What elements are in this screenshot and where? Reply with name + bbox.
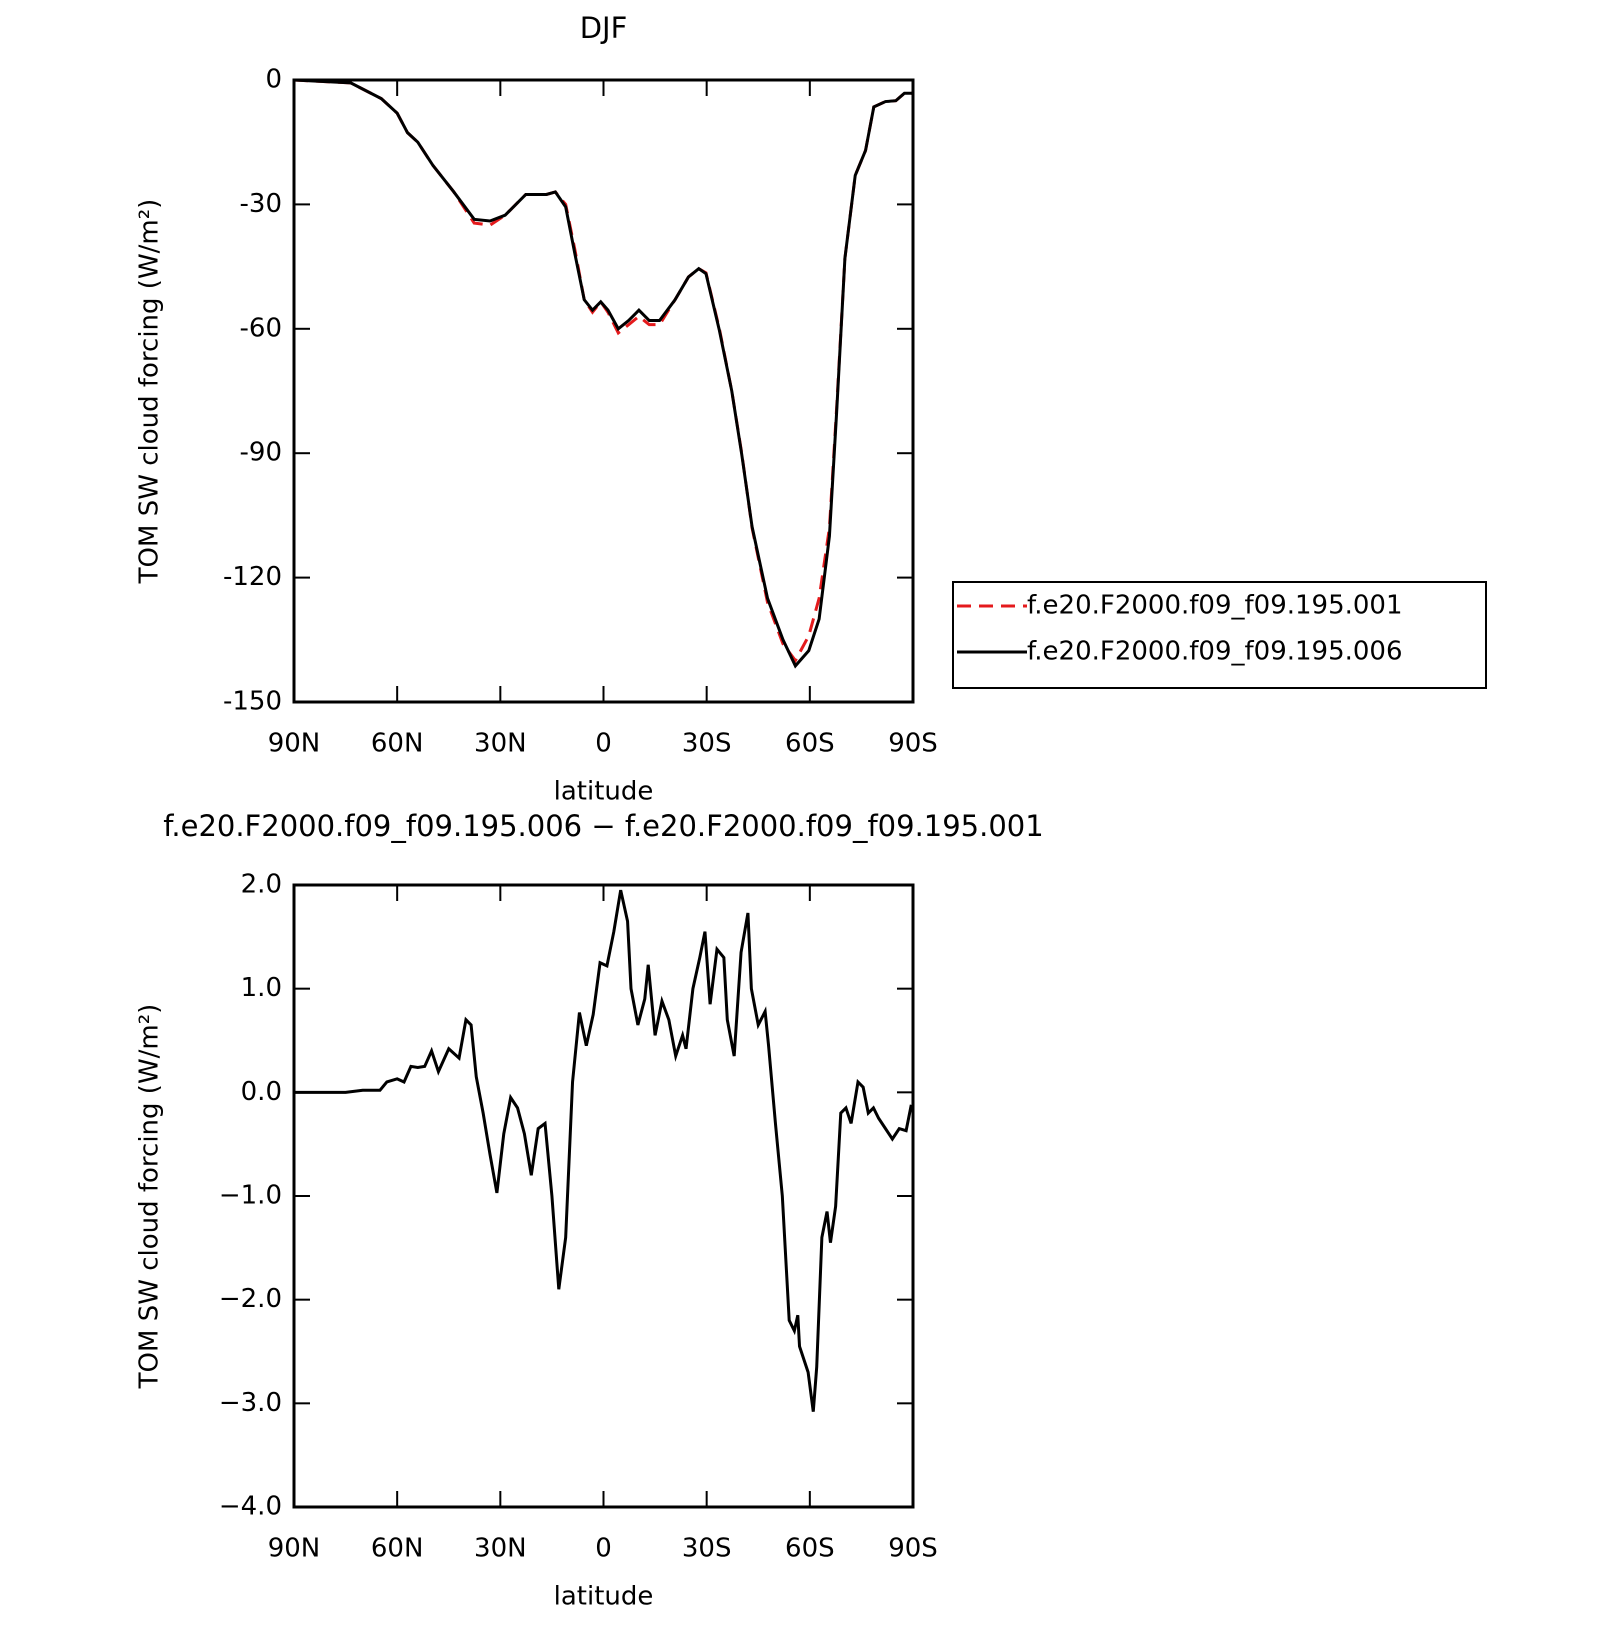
y-tick-label: −1.0 [219, 1181, 282, 1211]
y-tick-label: -150 [223, 687, 282, 717]
y-tick-label: −2.0 [219, 1284, 282, 1314]
x-tick-label: 60N [371, 729, 424, 759]
y-axis-label: TOM SW cloud forcing (W/m²) [135, 1004, 165, 1390]
y-tick-label: -90 [240, 438, 282, 468]
legend-label: f.e20.F2000.f09_f09.195.006 [1027, 637, 1403, 667]
x-tick-label: 90S [888, 1534, 938, 1564]
y-tick-label: -120 [223, 562, 282, 592]
chart-title: DJF [580, 11, 628, 45]
y-tick-label: -30 [240, 189, 282, 219]
plot-frame [292, 78, 915, 704]
x-tick-label: 60S [785, 1534, 835, 1564]
y-tick-label: 0.0 [241, 1077, 282, 1107]
x-tick-label: 90N [268, 729, 321, 759]
x-tick-label: 60N [371, 1534, 424, 1564]
x-tick-label: 30S [682, 729, 732, 759]
legend-label: f.e20.F2000.f09_f09.195.001 [1027, 591, 1403, 621]
x-tick-label: 0 [595, 729, 612, 759]
x-tick-label: 30S [682, 1534, 732, 1564]
data-line [294, 889, 913, 1412]
y-tick-label: −3.0 [219, 1388, 282, 1418]
y-tick-label: 0 [265, 65, 282, 95]
y-axis-label: TOM SW cloud forcing (W/m²) [135, 199, 165, 585]
x-tick-label: 90S [888, 729, 938, 759]
chart-title: f.e20.F2000.f09_f09.195.006 − f.e20.F200… [163, 809, 1043, 843]
x-axis-label: latitude [554, 777, 654, 807]
y-tick-label: −4.0 [219, 1492, 282, 1522]
data-line [293, 78, 913, 669]
plot-frame [292, 883, 915, 1509]
x-tick-label: 90N [268, 1534, 321, 1564]
y-tick-label: 1.0 [241, 973, 282, 1003]
y-tick-label: 2.0 [241, 870, 282, 900]
x-axis-label: latitude [554, 1582, 654, 1612]
legend-box [952, 581, 1487, 689]
x-tick-label: 60S [785, 729, 835, 759]
data-line [293, 78, 913, 664]
x-tick-label: 0 [595, 1534, 612, 1564]
x-tick-label: 30N [474, 729, 527, 759]
y-tick-label: -60 [240, 313, 282, 343]
x-tick-label: 30N [474, 1534, 527, 1564]
